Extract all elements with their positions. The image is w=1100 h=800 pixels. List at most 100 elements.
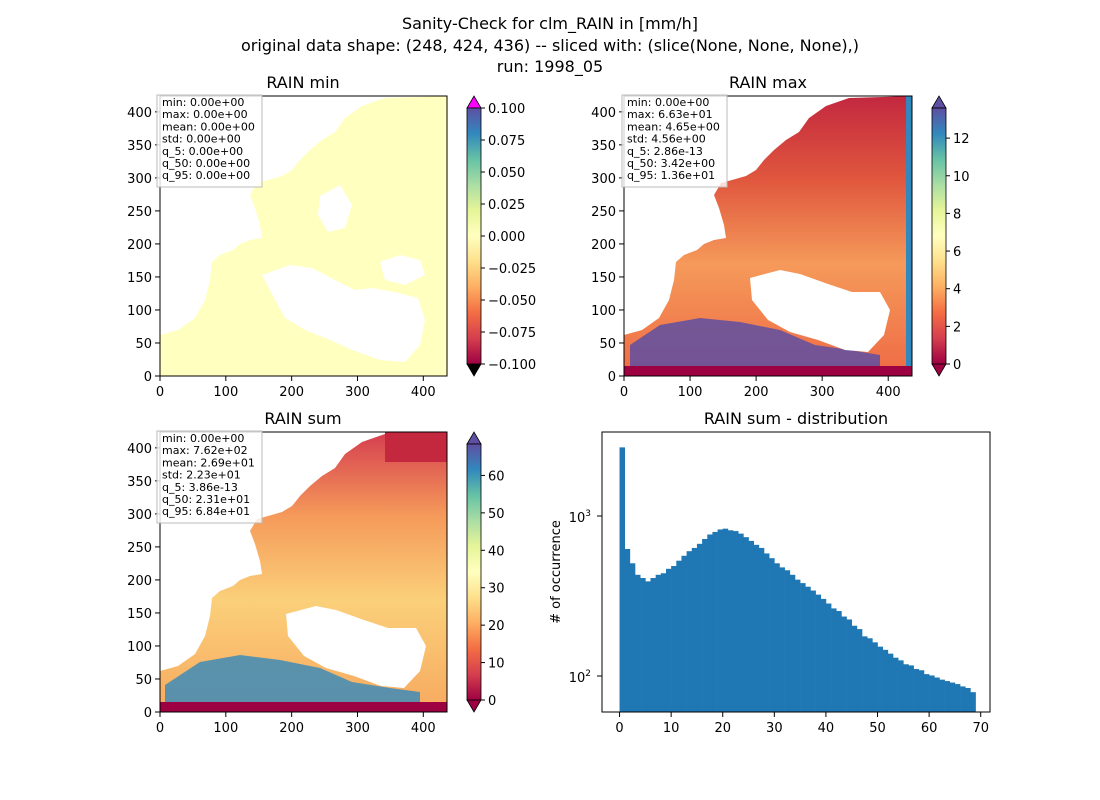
y-tick-label: 200 (127, 238, 152, 253)
stat-line: q_95: 1.36e+01 (627, 169, 715, 182)
panel-rain-min: RAIN min (160, 73, 447, 376)
y-axis-label: # of occurrence (549, 520, 564, 624)
histogram-bar (789, 574, 796, 712)
histogram-bar (712, 531, 718, 712)
plot-frame (623, 95, 913, 377)
panel-title: RAIN min (266, 73, 339, 92)
histogram-bar (681, 555, 687, 712)
x-tick-label: 200 (744, 385, 769, 400)
histogram-bar (676, 560, 682, 712)
histogram-bar (923, 674, 930, 712)
stat-line: max: 7.62e+02 (162, 444, 248, 457)
stat-line: mean: 4.65e+00 (627, 120, 720, 133)
stat-line: q_50: 0.00e+00 (162, 157, 250, 170)
plot-frame (159, 431, 448, 713)
histogram-bar (691, 547, 698, 712)
histogram-bar (841, 616, 847, 712)
histogram-bar (831, 608, 837, 712)
stats-box-frame (156, 94, 263, 188)
histogram-bar (856, 629, 863, 712)
y-tick-label: 200 (591, 238, 616, 253)
histogram-bar (629, 563, 636, 712)
x-tick-label: 100 (213, 385, 238, 400)
y-axis: 103 102 # of occurrence (549, 509, 602, 686)
histogram-bar (758, 547, 765, 712)
east-strip (906, 96, 912, 366)
north-strip (385, 432, 447, 462)
histogram-bar (846, 619, 853, 712)
histogram-bar (717, 529, 724, 712)
sea-mask (750, 270, 890, 352)
histogram-bar (944, 681, 951, 712)
y-tick-label: 50 (599, 337, 616, 352)
histogram-bar (908, 665, 914, 712)
histogram-bar (645, 581, 651, 712)
histogram-bar (624, 548, 631, 712)
colorbar-tick-label: 6 (953, 245, 961, 260)
histogram-bar (707, 534, 713, 712)
y-tick-label: 150 (591, 271, 616, 286)
stat-line: std: 4.56e+00 (627, 133, 706, 146)
y-tick-label: 150 (127, 607, 152, 622)
histogram-bar (965, 688, 971, 712)
histogram-bar (753, 544, 760, 712)
x-tick-label: 10 (663, 721, 680, 736)
colorbar-tick-label: 0 (488, 694, 496, 709)
y-tick-label: 300 (127, 508, 152, 523)
histogram-bar (820, 598, 827, 712)
histogram-bar (893, 657, 899, 712)
stat-line: q_95: 0.00e+00 (162, 169, 250, 182)
histogram-bar (722, 528, 729, 712)
colorbar-tick-label: −0.100 (488, 358, 536, 373)
y-tick-label: 0 (144, 706, 152, 721)
stat-line: std: 0.00e+00 (162, 133, 241, 146)
x-tick-label: 0 (615, 721, 623, 736)
colorbar: 60 50 40 30 20 10 0 (466, 431, 505, 713)
panel-rain-max: RAIN max (624, 73, 912, 376)
x-tick-label: 300 (345, 721, 370, 736)
histogram-bars (619, 447, 976, 712)
histogram-bar (877, 646, 883, 712)
colorbars: 0.100 0.075 0.050 0.025 0.000 −0.025 −0.050 −0.… (466, 95, 970, 713)
colorbar-extend-min (466, 363, 482, 377)
histogram-bar (929, 675, 935, 712)
stat-line: max: 0.00e+00 (162, 108, 248, 121)
y-tick-label: 300 (591, 172, 616, 187)
y-tick-label: 50 (135, 337, 152, 352)
x-tick-label: 60 (921, 721, 938, 736)
stat-line: max: 6.63e+01 (627, 108, 713, 121)
panel-distribution: RAIN sum - distribution 0 10 20 30 40 50 60 70 … (549, 409, 991, 736)
y-tick-label: 350 (591, 139, 616, 154)
histogram-bar (769, 558, 775, 712)
y-tick-label: 250 (127, 205, 152, 220)
histogram-bar (913, 669, 920, 712)
colorbar: 12 10 8 6 4 2 0 (931, 95, 970, 377)
stat-line: q_5: 2.86e-13 (627, 145, 703, 158)
south-strip (624, 366, 912, 376)
histogram-bar (738, 533, 744, 712)
x-tick-label: 20 (714, 721, 731, 736)
suptitle-line-2: original data shape: (248, 424, 436) -- … (241, 36, 859, 55)
x-tick-label: 40 (818, 721, 835, 736)
x-tick-label: 200 (279, 385, 304, 400)
y-tick-label: 350 (127, 139, 152, 154)
map-area (624, 96, 912, 376)
histogram-bar (748, 540, 754, 712)
x-tick-label: 0 (620, 385, 628, 400)
y-tick-label: 350 (127, 475, 152, 490)
histogram-bar (862, 636, 868, 712)
histogram-bar (815, 594, 822, 712)
stat-line: q_95: 6.84e+01 (162, 505, 250, 518)
sea-mask (210, 224, 232, 248)
y-tick-label: 200 (127, 574, 152, 589)
histogram-bar (939, 679, 945, 712)
colorbar-tick-label: 4 (953, 283, 961, 298)
stat-line: q_5: 0.00e+00 (162, 145, 243, 158)
x-tick-label: 400 (411, 721, 436, 736)
colorbar-tick-label: −0.075 (488, 326, 536, 341)
sea-mask (318, 185, 352, 232)
histogram-bar (887, 653, 894, 712)
histogram-bar (784, 570, 791, 712)
